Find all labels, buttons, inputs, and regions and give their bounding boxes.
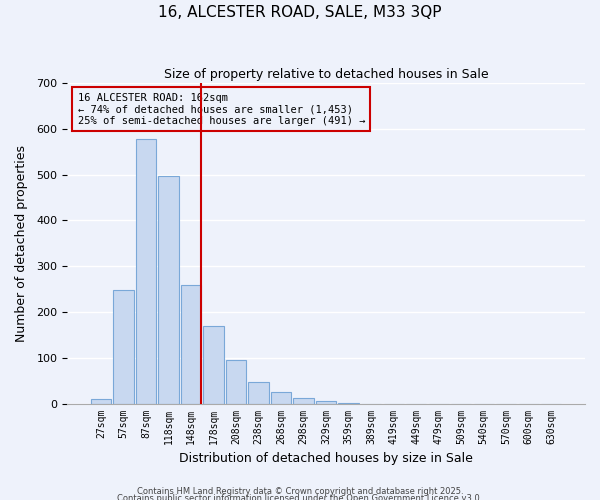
Bar [136,139,156,404]
Bar [226,360,246,404]
Text: 16 ALCESTER ROAD: 162sqm
← 74% of detached houses are smaller (1,453)
25% of sem: 16 ALCESTER ROAD: 162sqm ← 74% of detach… [77,92,365,126]
Title: Size of property relative to detached houses in Sale: Size of property relative to detached ho… [164,68,488,80]
Bar [293,398,314,404]
Bar [248,382,269,404]
Text: 16, ALCESTER ROAD, SALE, M33 3QP: 16, ALCESTER ROAD, SALE, M33 3QP [158,5,442,20]
Bar [91,399,111,404]
Text: Contains HM Land Registry data © Crown copyright and database right 2025.: Contains HM Land Registry data © Crown c… [137,487,463,496]
Bar [181,284,201,404]
Bar [158,176,179,404]
Bar [113,290,134,404]
Bar [203,326,224,404]
X-axis label: Distribution of detached houses by size in Sale: Distribution of detached houses by size … [179,452,473,465]
Y-axis label: Number of detached properties: Number of detached properties [15,145,28,342]
Bar [271,392,291,404]
Bar [316,402,336,404]
Text: Contains public sector information licensed under the Open Government Licence v3: Contains public sector information licen… [118,494,482,500]
